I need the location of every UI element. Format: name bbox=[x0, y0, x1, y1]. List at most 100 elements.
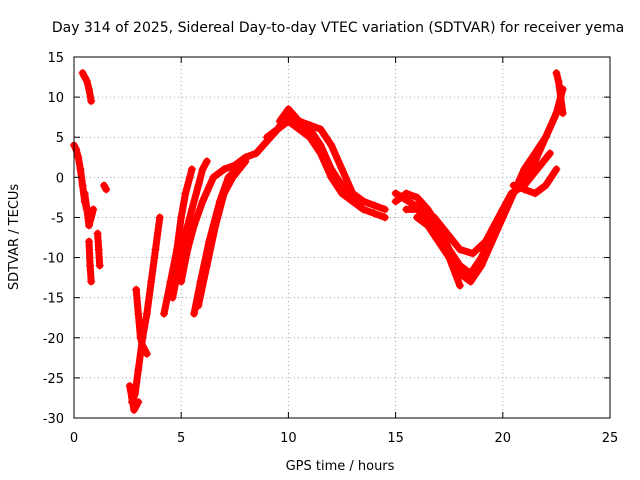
data-point bbox=[100, 181, 109, 190]
data-point bbox=[78, 181, 87, 190]
data-point bbox=[262, 133, 271, 142]
data-point bbox=[95, 261, 104, 270]
data-point bbox=[132, 285, 141, 294]
data-point bbox=[130, 405, 139, 414]
data-point bbox=[82, 77, 91, 86]
data-point bbox=[380, 213, 389, 222]
data-point bbox=[359, 197, 368, 206]
data-point bbox=[194, 301, 203, 310]
data-point bbox=[177, 213, 186, 222]
data-point bbox=[181, 229, 190, 238]
data-point bbox=[391, 189, 400, 198]
data-point bbox=[533, 165, 542, 174]
data-point bbox=[230, 161, 239, 170]
data-point bbox=[87, 97, 96, 106]
data-point bbox=[177, 277, 186, 286]
data-point bbox=[220, 165, 229, 174]
data-point bbox=[530, 157, 539, 166]
data-point bbox=[443, 229, 452, 238]
data-point bbox=[252, 149, 261, 158]
series-mid-2 bbox=[262, 117, 389, 222]
data-point bbox=[86, 261, 95, 270]
data-point bbox=[284, 105, 293, 114]
chart-title: Day 314 of 2025, Sidereal Day-to-day VTE… bbox=[52, 20, 624, 36]
data-point bbox=[554, 77, 563, 86]
data-point bbox=[220, 189, 229, 198]
series-early-f bbox=[100, 181, 111, 194]
data-point bbox=[413, 193, 422, 202]
data-point bbox=[509, 181, 518, 190]
series-line bbox=[85, 238, 95, 286]
data-point bbox=[85, 221, 94, 230]
data-point bbox=[520, 185, 529, 194]
data-point bbox=[338, 189, 346, 198]
data-point bbox=[413, 213, 422, 222]
data-point bbox=[142, 309, 151, 318]
data-point bbox=[85, 237, 94, 246]
data-point bbox=[445, 253, 454, 262]
series-mid-3 bbox=[275, 105, 368, 206]
x-tick-label: 20 bbox=[495, 431, 512, 446]
y-tick-label: -20 bbox=[43, 332, 64, 347]
data-point bbox=[466, 277, 475, 286]
data-point bbox=[417, 205, 426, 214]
x-tick-label: 25 bbox=[602, 431, 619, 446]
data-point bbox=[370, 201, 379, 210]
data-point bbox=[316, 149, 325, 158]
y-tick-label: 5 bbox=[56, 131, 64, 146]
series-trough-a bbox=[127, 213, 164, 406]
plot-frame bbox=[73, 56, 611, 419]
data-point bbox=[552, 69, 561, 78]
x-axis-label: GPS time / hours bbox=[286, 459, 395, 474]
data-point bbox=[380, 205, 389, 214]
series-line bbox=[128, 213, 164, 406]
data-point bbox=[402, 205, 411, 214]
data-point bbox=[434, 237, 443, 246]
data-point bbox=[87, 277, 96, 286]
x-tick-label: 15 bbox=[387, 431, 404, 446]
data-point bbox=[132, 401, 141, 410]
data-point bbox=[391, 197, 400, 206]
data-point bbox=[305, 121, 314, 130]
data-point bbox=[494, 213, 503, 222]
data-point bbox=[552, 165, 561, 174]
data-point bbox=[142, 349, 151, 358]
data-point bbox=[160, 309, 169, 318]
data-point bbox=[202, 157, 211, 166]
data-point bbox=[198, 165, 207, 174]
data-point bbox=[541, 133, 550, 142]
data-point bbox=[147, 277, 156, 286]
data-point bbox=[545, 149, 554, 158]
data-point bbox=[275, 117, 284, 126]
data-point bbox=[211, 221, 220, 230]
data-point bbox=[295, 117, 304, 126]
data-point bbox=[305, 133, 314, 142]
series-early-d bbox=[85, 237, 96, 286]
data-point bbox=[80, 189, 89, 198]
data-point bbox=[155, 213, 164, 222]
data-point bbox=[80, 73, 89, 82]
data-point bbox=[273, 125, 282, 134]
data-point bbox=[541, 181, 550, 190]
x-tick-label: 0 bbox=[70, 431, 78, 446]
series-late-5 bbox=[509, 165, 561, 198]
data-point bbox=[359, 205, 368, 214]
series-trough-c bbox=[132, 285, 151, 358]
data-point bbox=[187, 205, 196, 214]
data-point bbox=[327, 141, 336, 150]
data-point bbox=[127, 393, 136, 402]
data-point bbox=[102, 185, 111, 194]
data-point bbox=[556, 93, 565, 102]
data-point bbox=[134, 309, 143, 318]
data-point bbox=[241, 153, 250, 162]
data-point bbox=[190, 221, 199, 230]
data-point bbox=[190, 309, 199, 318]
data-point bbox=[404, 197, 413, 206]
data-point bbox=[94, 245, 103, 254]
data-point bbox=[209, 173, 218, 182]
series-late-4 bbox=[413, 213, 464, 290]
y-tick-label: -10 bbox=[43, 252, 64, 267]
data-point bbox=[74, 153, 83, 162]
data-point bbox=[187, 165, 196, 174]
